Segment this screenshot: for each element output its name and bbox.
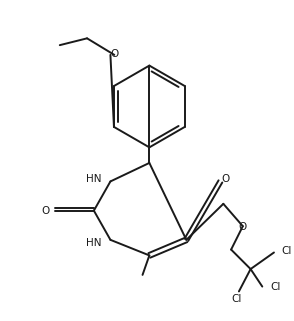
Text: O: O <box>42 206 50 216</box>
Text: O: O <box>239 222 247 232</box>
Text: HN: HN <box>86 174 102 184</box>
Text: O: O <box>221 174 229 184</box>
Text: Cl: Cl <box>270 282 280 291</box>
Text: HN: HN <box>86 238 102 248</box>
Text: O: O <box>110 49 118 59</box>
Text: Cl: Cl <box>232 294 242 304</box>
Text: Cl: Cl <box>282 246 292 256</box>
